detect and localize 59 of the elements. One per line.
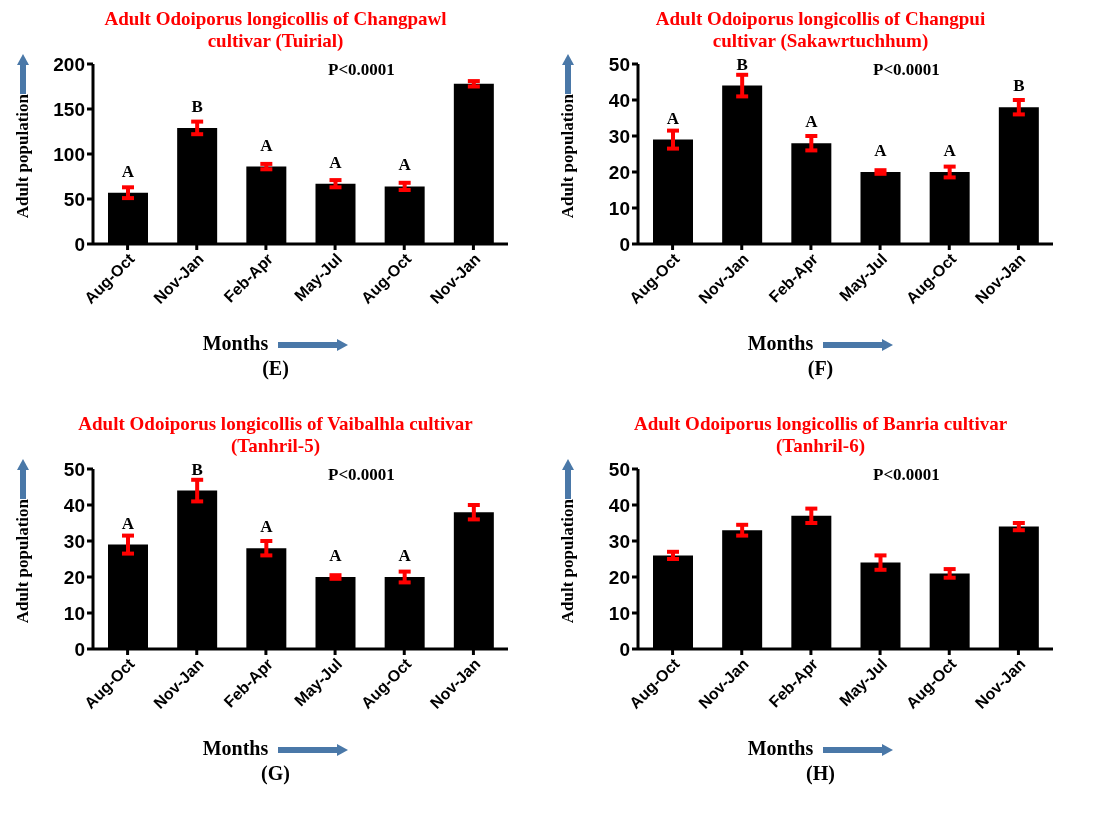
y-axis-title: Adult population: [558, 94, 578, 219]
data-label: A: [329, 546, 343, 565]
chart-title: Adult Odoiporus longicollis of Vaibalhla cultivar (Tanhril-5): [77, 413, 474, 458]
y-tick-label: 10: [608, 602, 630, 624]
y-tick-label: 50: [63, 458, 85, 480]
y-tick-label: 10: [63, 602, 85, 624]
chart-title: Adult Odoiporus longicollis of Changpawl cultivar (Tuirial): [103, 8, 448, 53]
data-label: A: [121, 161, 135, 181]
data-label: A: [943, 141, 957, 160]
annotation: P<0.0001: [873, 60, 940, 80]
y-tick-label: 40: [63, 494, 85, 516]
y-tick-label: 20: [608, 566, 630, 588]
y-tick-label: 200: [53, 53, 85, 75]
x-axis-title: Months: [201, 332, 270, 355]
y-tick-label: 20: [608, 161, 630, 183]
data-label: A: [260, 135, 274, 155]
data-label: B: [191, 459, 203, 479]
y-axis-title: Adult population: [558, 499, 578, 624]
text: (E): [261, 357, 290, 380]
annotation: P<0.0001: [328, 60, 395, 80]
y-axis-title: Adult population: [13, 94, 33, 219]
y-tick-label: 50: [608, 53, 630, 75]
data-label: A: [121, 513, 135, 533]
x-axis-title: Months: [746, 737, 815, 760]
y-tick-label: 150: [53, 98, 85, 120]
annotation: P<0.0001: [328, 465, 395, 485]
y-tick-label: 0: [74, 233, 85, 255]
y-tick-label: 10: [608, 197, 630, 219]
data-label: B: [736, 54, 748, 74]
y-tick-label: 30: [608, 125, 630, 147]
y-tick-label: 20: [63, 566, 85, 588]
data-label: A: [874, 141, 888, 160]
y-tick-label: 30: [63, 530, 85, 552]
y-tick-label: 0: [74, 638, 85, 660]
y-axis-title: Adult population: [13, 499, 33, 624]
data-label: A: [805, 112, 819, 132]
chart-title: Adult Odoiporus longicollis of Changpui cultivar (Sakawrtuchhum): [654, 8, 987, 53]
y-tick-label: 30: [608, 530, 630, 552]
y-tick-label: 40: [608, 494, 630, 516]
data-label: A: [329, 152, 343, 172]
y-tick-label: 50: [63, 188, 85, 210]
data-label: A: [260, 517, 274, 537]
data-label: B: [191, 96, 203, 116]
text: (G): [260, 762, 291, 785]
text: (H): [805, 762, 836, 785]
y-tick-label: 50: [608, 458, 630, 480]
text: (F): [806, 357, 835, 380]
y-tick-label: 40: [608, 89, 630, 111]
x-axis-title: Months: [201, 737, 270, 760]
data-label: A: [666, 108, 680, 128]
data-label: B: [1013, 76, 1025, 96]
y-tick-label: 0: [619, 233, 630, 255]
data-label: A: [398, 546, 412, 565]
data-label: A: [398, 155, 412, 175]
chart-title: Adult Odoiporus longicollis of Banria cultivar (Tanhril-6): [632, 413, 1009, 458]
y-tick-label: 100: [53, 143, 85, 165]
x-axis-title: Months: [746, 332, 815, 355]
annotation: P<0.0001: [873, 465, 940, 485]
y-tick-label: 0: [619, 638, 630, 660]
